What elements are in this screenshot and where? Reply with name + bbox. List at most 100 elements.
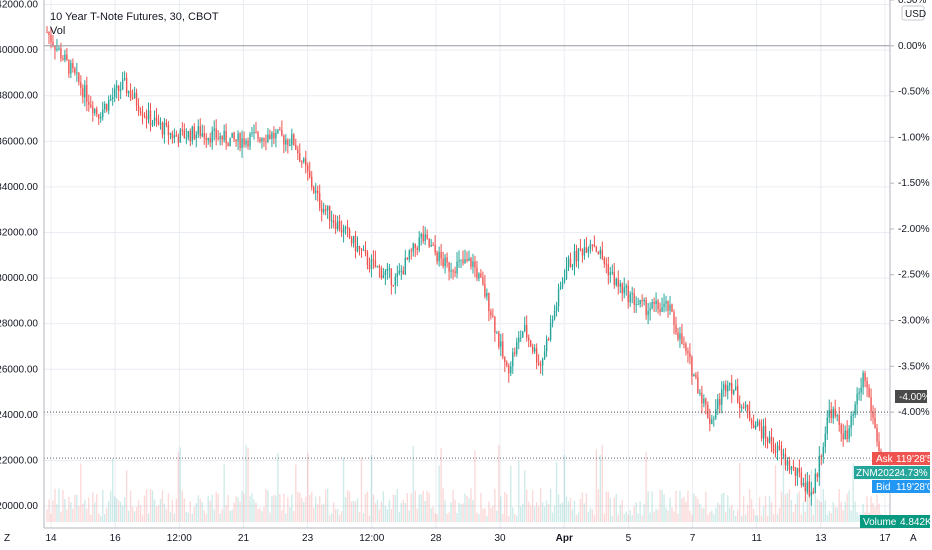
- time-tick-label: 12:00: [359, 533, 384, 544]
- candle-body: [115, 85, 118, 89]
- marker-value: -4.00%: [899, 392, 931, 403]
- candle-body: [165, 122, 168, 125]
- candle-body: [332, 220, 335, 223]
- volume-bar: [651, 491, 653, 522]
- candle-body: [689, 353, 691, 358]
- currency-button[interactable]: USD: [901, 5, 926, 21]
- volume-bar: [309, 494, 311, 522]
- chart-title: 10 Year T-Note Futures, 30, CBOT: [50, 11, 219, 23]
- symbol-label: ZNM2022: [856, 468, 900, 479]
- left-price-axis: 42000.00 40000.00 38000.00 36000.00 34000.00…: [0, 0, 45, 528]
- volume-bar: [553, 505, 556, 522]
- volume-bar: [561, 502, 564, 522]
- left-tick-label: 38000.00: [0, 91, 38, 102]
- volume-bar: [599, 454, 602, 522]
- volume-bar: [854, 501, 856, 522]
- candle-body: [559, 286, 562, 289]
- volume-bar: [404, 502, 406, 522]
- volume-bar: [872, 503, 874, 522]
- volume-bar: [434, 512, 436, 522]
- corner-left-label[interactable]: Z: [4, 533, 10, 544]
- volume-bar: [153, 499, 156, 522]
- volume-bar: [295, 464, 297, 522]
- volume-bar: [577, 512, 580, 522]
- volume-bar: [876, 494, 878, 522]
- candle-body: [352, 235, 355, 244]
- candle-body: [456, 261, 458, 274]
- volume-bar: [808, 492, 811, 522]
- candle-body: [295, 144, 297, 150]
- candle-body: [780, 449, 783, 456]
- volume-bar: [691, 514, 693, 522]
- candle-body: [533, 348, 536, 352]
- candle-body: [565, 267, 568, 279]
- volume-bar: [396, 489, 399, 522]
- candle-body: [482, 277, 484, 285]
- candle-body: [420, 233, 422, 238]
- volume-bar: [428, 492, 430, 522]
- candle-body: [444, 257, 446, 267]
- candle-body: [621, 283, 623, 294]
- candle-body: [571, 265, 574, 267]
- candle-body: [522, 331, 524, 338]
- candle-body: [131, 97, 134, 99]
- candle-body: [697, 377, 699, 393]
- volume-bar: [322, 503, 325, 522]
- volume-bar: [239, 501, 241, 522]
- candle-body: [623, 287, 625, 294]
- volume-bar: [756, 515, 759, 522]
- corner-right-label[interactable]: A: [910, 533, 917, 544]
- volume-bar: [253, 499, 255, 522]
- candle-body: [645, 299, 647, 316]
- volume-bar: [705, 491, 707, 522]
- left-tick-label: 22000.00: [0, 455, 38, 466]
- right-tick-label: 0.50%: [898, 0, 926, 6]
- candle-body: [299, 153, 301, 162]
- candle-body: [76, 72, 78, 74]
- candle-body: [713, 418, 715, 420]
- volume-bar: [269, 512, 271, 522]
- candle-body: [736, 386, 739, 403]
- candle-body: [382, 275, 385, 279]
- candle-body: [86, 84, 88, 102]
- candle-body: [500, 341, 502, 347]
- candle-body: [681, 333, 683, 344]
- volume-bar: [583, 503, 586, 522]
- volume-bar: [281, 510, 283, 522]
- volume-bar: [456, 513, 458, 522]
- candle-body: [350, 238, 353, 244]
- candle-body: [386, 268, 389, 272]
- volume-bar: [798, 491, 801, 522]
- candle-body: [494, 316, 496, 333]
- currency-label: USD: [905, 9, 926, 20]
- candle-body: [104, 104, 106, 110]
- volume-bar: [320, 504, 323, 522]
- candle-body: [868, 387, 870, 398]
- candle-body: [723, 384, 725, 390]
- volume-tag: Volume 4.842K: [860, 515, 932, 528]
- candle-body: [62, 58, 64, 60]
- candle-body: [707, 404, 709, 418]
- candle-body: [318, 193, 321, 209]
- volume-bar: [56, 504, 58, 522]
- candle-body: [54, 45, 56, 50]
- symbol-change: -4.73%: [896, 468, 928, 479]
- candle-body: [119, 89, 122, 92]
- time-tick-label: 28: [430, 533, 442, 544]
- volume-bar: [257, 508, 259, 522]
- volume-bar: [193, 506, 195, 522]
- candle-body: [553, 310, 556, 320]
- candle-body: [257, 132, 259, 139]
- volume-bar: [663, 494, 665, 522]
- time-tick-label: 13: [815, 533, 827, 544]
- volume-bar: [480, 492, 482, 522]
- volume-bar: [776, 514, 779, 522]
- volume-bar: [259, 508, 261, 522]
- volume-bar: [603, 514, 606, 522]
- candle-body: [289, 144, 291, 146]
- left-tick-label: 40000.00: [0, 45, 38, 56]
- candle-body: [215, 128, 217, 139]
- volume-bar: [533, 506, 536, 522]
- volume-bar: [159, 498, 162, 522]
